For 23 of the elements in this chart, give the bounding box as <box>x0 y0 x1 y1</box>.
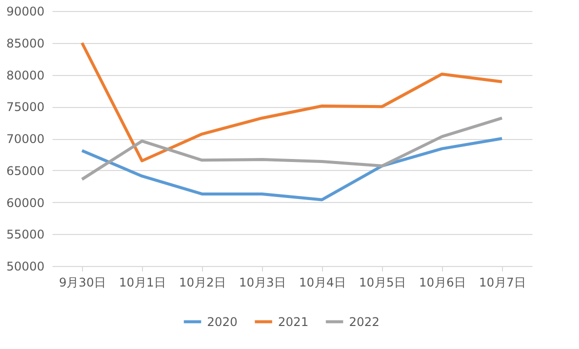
x-tick-label: 10月1日 <box>119 276 166 290</box>
x-tick-label: 10月2日 <box>179 276 226 290</box>
x-tick-label: 10月7日 <box>479 276 526 290</box>
y-tick-label: 75000 <box>6 100 44 114</box>
legend-label: 2022 <box>349 314 380 329</box>
y-tick-label: 80000 <box>6 68 44 82</box>
x-tick-label: 10月3日 <box>239 276 286 290</box>
y-tick-label: 50000 <box>6 260 44 274</box>
y-tick-label: 55000 <box>6 228 44 242</box>
x-tick-label: 10月4日 <box>299 276 346 290</box>
y-tick-label: 65000 <box>6 164 44 178</box>
x-tick-label: 10月5日 <box>359 276 406 290</box>
legend-label: 2020 <box>207 314 238 329</box>
x-tick-label: 9月30日 <box>59 276 106 290</box>
y-tick-label: 90000 <box>6 4 44 18</box>
x-tick-label: 10月6日 <box>419 276 466 290</box>
y-tick-label: 85000 <box>6 36 44 50</box>
line-series <box>80 41 504 162</box>
legend-label: 2021 <box>278 314 309 329</box>
y-tick-label: 70000 <box>6 132 44 146</box>
line-series <box>80 137 504 202</box>
y-tick-label: 60000 <box>6 196 44 210</box>
line-series <box>80 116 504 181</box>
